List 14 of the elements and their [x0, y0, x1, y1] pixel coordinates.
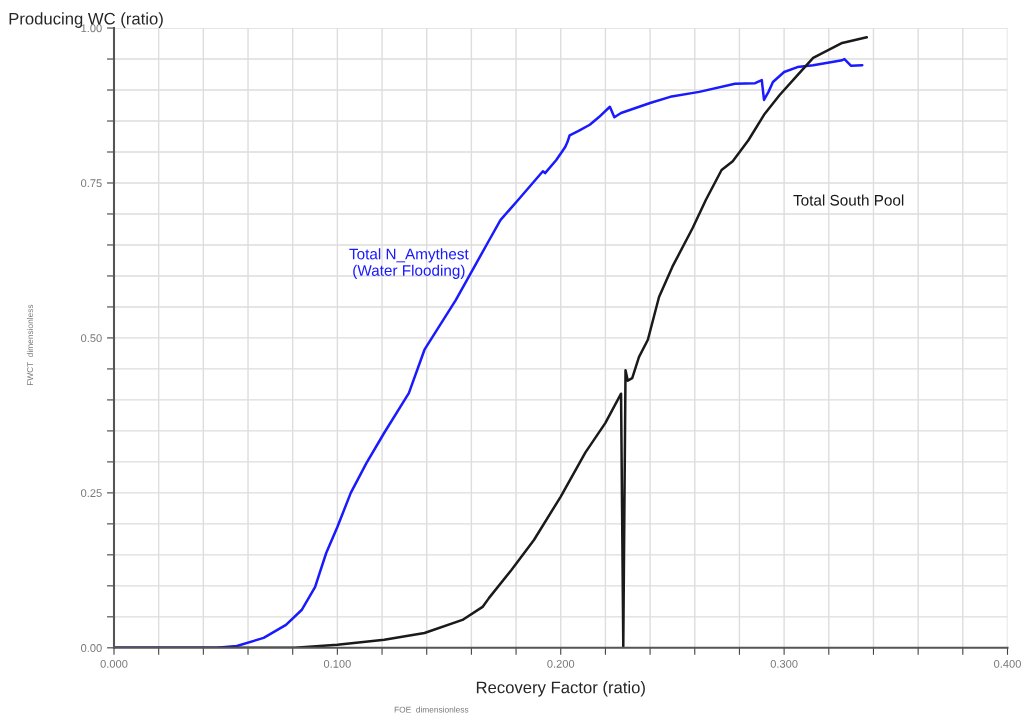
x-axis-title: Recovery Factor (ratio) [476, 681, 645, 697]
x-tick-label: 0.100 [323, 659, 351, 668]
series-label: Total N_Amythest (Water Flooding) [349, 248, 469, 279]
x-tick-label: 0.000 [100, 659, 128, 668]
text: Total South Pool [793, 194, 904, 206]
text: FOE dimensionless [394, 706, 469, 713]
x-tick-label: 0.300 [770, 659, 798, 668]
x-tick-label: 0.200 [547, 659, 575, 668]
y-tick-label: 0.75 [81, 179, 102, 188]
y-tick-label: 0.50 [81, 334, 102, 343]
y-tick-label: 0.00 [81, 644, 102, 652]
text: FWCT dimensionless [26, 304, 34, 386]
y-tick-label: 0.25 [81, 489, 102, 498]
x-tick-label: 0.400 [994, 659, 1021, 668]
